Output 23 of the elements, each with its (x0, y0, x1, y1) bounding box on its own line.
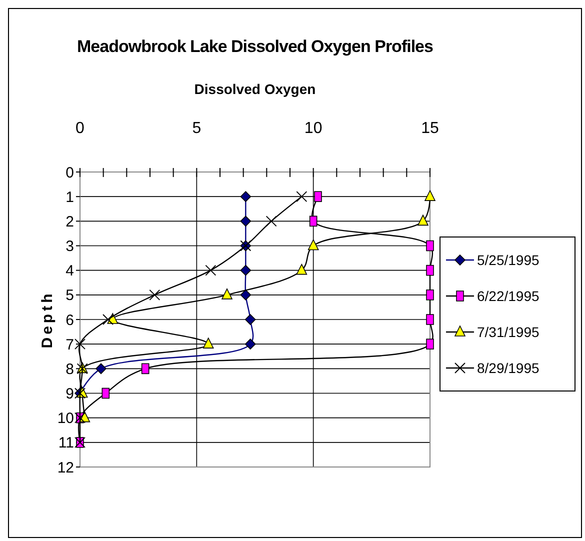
x-tick-label: 5 (192, 120, 202, 137)
legend-label: 5/25/1995 (477, 252, 540, 268)
x-tick-label: 10 (304, 120, 322, 137)
y-tick-label: 4 (66, 262, 74, 280)
y-tick-label: 11 (58, 434, 74, 452)
legend-label: 6/22/1995 (477, 288, 540, 304)
y-axis-title: Depth (39, 290, 56, 348)
x-axis-title: Dissolved Oxygen (194, 81, 316, 97)
y-tick-label: 8 (66, 360, 74, 378)
y-tick-label: 1 (66, 188, 74, 206)
y-tick-label: 6 (66, 312, 74, 329)
y-tick-label: 3 (66, 238, 74, 255)
y-tick-label: 5 (66, 287, 74, 304)
chart-title: Meadowbrook Lake Dissolved Oxygen Profiles (77, 37, 434, 56)
legend-label: 8/29/1995 (477, 360, 540, 376)
x-tick-label: 15 (421, 120, 439, 137)
y-tick-label: 7 (66, 336, 74, 354)
y-tick-label: 0 (66, 164, 74, 182)
y-tick-label: 10 (57, 410, 74, 428)
y-tick-label: 12 (57, 459, 74, 476)
y-tick-label: 9 (66, 386, 74, 402)
y-tick-label: 2 (66, 213, 74, 230)
legend-label: 7/31/1995 (477, 324, 540, 340)
